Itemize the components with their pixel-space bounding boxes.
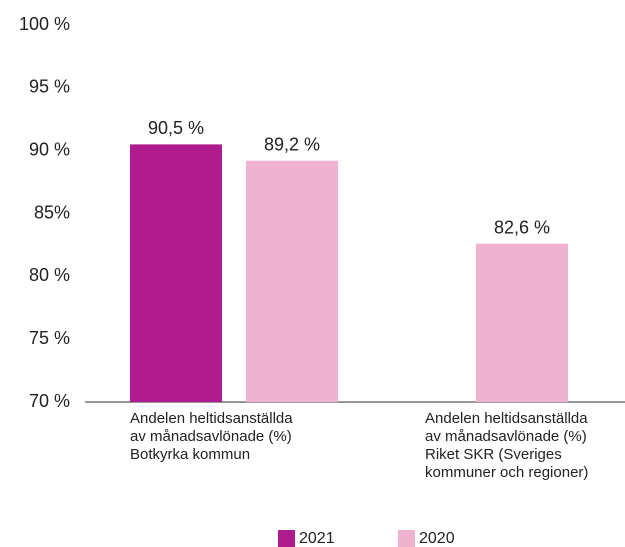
bar (476, 243, 568, 402)
value-label: 82,6 % (494, 217, 550, 237)
bar (130, 144, 222, 402)
y-tick-label: 90 % (29, 139, 70, 159)
y-tick-label: 75 % (29, 328, 70, 348)
y-tick-label: 80 % (29, 265, 70, 285)
y-tick-label: 100 % (19, 14, 70, 34)
value-label: 90,5 % (148, 118, 204, 138)
y-tick-label: 85% (34, 202, 70, 222)
x-tick-label: Andelen heltidsanställda av månadsavlöna… (130, 410, 293, 463)
legend-label: 2020 (419, 530, 455, 547)
bar (246, 160, 338, 402)
legend-swatch (398, 530, 415, 547)
y-tick-label: 95 % (29, 77, 70, 97)
value-label: 89,2 % (264, 134, 320, 154)
y-tick-label: 70 % (29, 391, 70, 411)
x-tick-label: Andelen heltidsanställda av månadsavlöna… (425, 410, 589, 481)
legend-label: 2021 (299, 530, 335, 547)
legend-swatch (278, 530, 295, 547)
